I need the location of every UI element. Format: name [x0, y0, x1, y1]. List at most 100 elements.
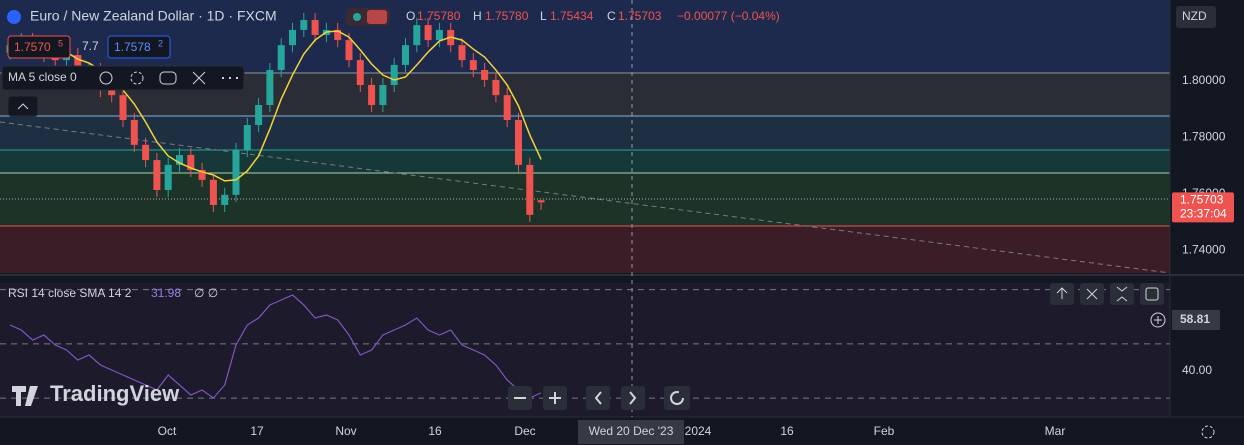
icon: [629, 391, 637, 405]
icon: [1145, 287, 1159, 301]
candle-body: [119, 95, 127, 120]
price-tick-label: 1.80000: [1182, 73, 1226, 87]
rsi-legend-value: 31.98: [151, 286, 181, 300]
brand-logo: [12, 386, 38, 406]
ohlc-value: 1.75780: [485, 9, 529, 23]
ohlc-label: O: [406, 9, 415, 23]
symbol-icon: [7, 10, 21, 24]
zones: [0, 0, 1171, 274]
ask-price: 1.7578: [114, 40, 151, 54]
candle-body: [515, 119, 522, 165]
candle-body: [108, 90, 116, 96]
rsi-marker-label: 58.81: [1180, 312, 1210, 326]
candle-body: [481, 70, 489, 80]
candle-body: [277, 45, 285, 71]
icon: [670, 391, 684, 405]
icon: [1154, 316, 1162, 324]
source-icon[interactable]: [159, 71, 177, 85]
collapse-pane-button[interactable]: [1110, 283, 1134, 305]
countdown: 23:37:04: [1180, 207, 1227, 221]
maximize-pane-button[interactable]: [1140, 283, 1164, 305]
rsi-marker-box: [1172, 310, 1220, 331]
candle-body: [379, 84, 387, 106]
trend-line: [0, 121, 1171, 274]
sell-button[interactable]: [7, 35, 71, 59]
candle-body: [435, 29, 443, 41]
ohlc-label: L: [540, 9, 547, 23]
icon: [1116, 286, 1128, 302]
status-icon: [367, 10, 387, 24]
time-tick-label: 16: [428, 424, 442, 438]
candle-body: [74, 55, 82, 76]
time-tick-label: Feb: [874, 424, 895, 438]
remove-icon[interactable]: [192, 71, 206, 85]
ohlc-label: C: [607, 9, 616, 23]
icon: [594, 391, 602, 405]
ohlc-value: 1.75780: [417, 9, 461, 23]
candle-body: [164, 164, 172, 190]
rsi-pane: [0, 283, 1170, 417]
candle-body: [390, 64, 398, 85]
ohlc-label: H: [473, 9, 482, 23]
candle-body: [243, 125, 251, 150]
time-tick-label: Mar: [1045, 424, 1066, 438]
visibility-icon[interactable]: [99, 71, 113, 85]
settings-icon[interactable]: [130, 71, 144, 85]
candle-body: [537, 200, 545, 203]
scroll-right-button[interactable]: [621, 386, 645, 410]
icon: [1056, 287, 1068, 299]
collapse-icon: [17, 103, 29, 110]
candle-body: [209, 179, 217, 205]
time-tick-label: Nov: [335, 424, 356, 438]
rsi-line: [9, 294, 542, 399]
rsi-legend-title: RSI 14 close SMA 14 2: [8, 286, 132, 300]
status-dot: [353, 13, 361, 21]
candle-body: [413, 25, 421, 46]
ohlc-value: 1.75434: [550, 9, 594, 23]
candle-body: [402, 45, 409, 65]
zone: [0, 116, 1170, 150]
price-tick-label: 1.74000: [1182, 243, 1226, 257]
axis-settings-button[interactable]: [1201, 425, 1215, 439]
ma-line: [55, 30, 542, 182]
spread: 7.7: [82, 39, 99, 53]
candle-body: [334, 29, 342, 41]
candle-body: [300, 20, 308, 30]
candle-body: [503, 95, 511, 120]
ma-legend-text: MA 5 close 0: [8, 70, 77, 84]
candle-body: [255, 105, 263, 126]
crosshair-label-box: [578, 420, 684, 444]
candle-body: [198, 169, 206, 180]
ask-superscript: 2: [158, 38, 163, 48]
brand-name: TradingView: [50, 381, 180, 406]
candle-body: [458, 45, 466, 61]
price-tick-label: 1.78000: [1182, 130, 1226, 144]
candle-body: [345, 40, 353, 61]
ohlc-value: 1.75703: [618, 9, 662, 23]
buy-button[interactable]: [107, 35, 171, 59]
scroll-left-button[interactable]: [586, 386, 610, 410]
ma-legend[interactable]: [1, 65, 245, 91]
candle-body: [187, 154, 195, 170]
zone: [0, 0, 1170, 73]
rsi-legend-extra: ∅ ∅: [194, 286, 218, 300]
candle-body: [266, 70, 274, 106]
candle-body: [356, 60, 364, 85]
candle-body: [469, 60, 477, 71]
reset-button[interactable]: [664, 386, 690, 410]
zone: [0, 226, 1170, 273]
candle-body: [142, 144, 150, 161]
time-tick-label: 17: [250, 424, 264, 438]
collapse-button[interactable]: [7, 95, 39, 117]
add-alert-button[interactable]: [1150, 312, 1166, 328]
plot: [0, 12, 1170, 399]
last-price: 1.75703: [1180, 193, 1224, 207]
currency-button[interactable]: [1176, 6, 1216, 28]
candle-body: [232, 149, 240, 195]
time-tick-label: 2024: [685, 424, 712, 438]
last-price-box: [1172, 192, 1234, 223]
symbol-title: Euro / New Zealand Dollar · 1D · FXCM: [30, 8, 277, 24]
pane-controls: [1050, 283, 1164, 305]
